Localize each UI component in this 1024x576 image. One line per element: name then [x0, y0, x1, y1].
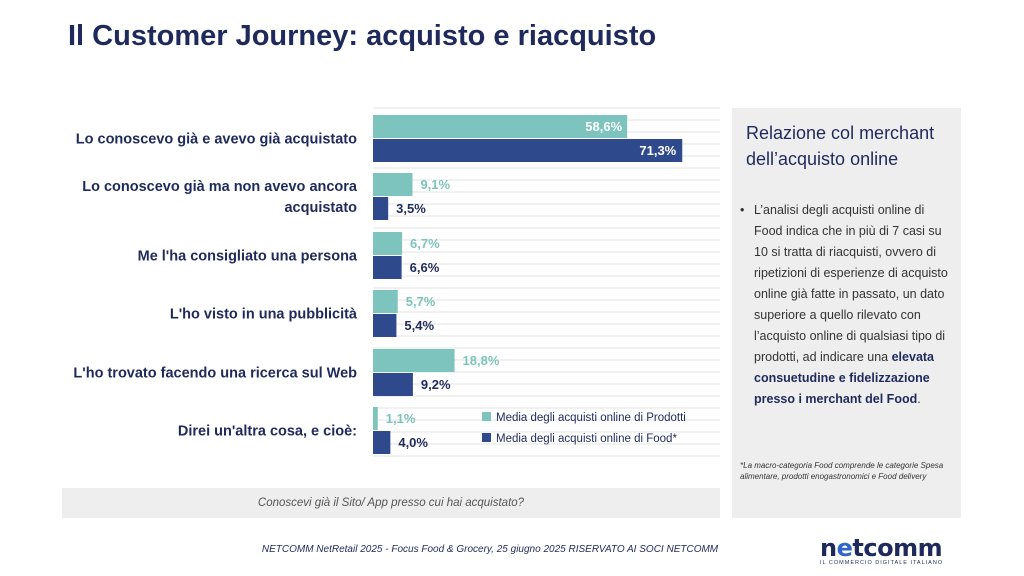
bar-prodotti: [373, 349, 455, 372]
side-panel-text-bold: elevata consuetudine e fidelizzazione pr…: [754, 350, 935, 406]
category-label-line: L'ho trovato facendo una ricerca sul Web: [73, 366, 357, 382]
category-label-line: Me l'ha consigliato una persona: [138, 249, 358, 265]
data-label: 6,6%: [410, 260, 440, 275]
data-label: 6,7%: [410, 236, 440, 251]
side-panel-text: • L’analisi degli acquisti online di Foo…: [740, 200, 954, 410]
category-label-line: Lo conoscevo già e avevo già acquistato: [76, 132, 357, 148]
footer-text: NETCOMM NetRetail 2025 - Focus Food & Gr…: [261, 544, 719, 555]
logo-word-rest: tcomm: [852, 534, 943, 562]
bar-prodotti: [373, 173, 413, 196]
bar-prodotti: [373, 232, 403, 255]
bar-food: [373, 373, 413, 396]
category-label: L'ho visto in una pubblicità: [170, 307, 358, 323]
data-label: 58,6%: [585, 119, 622, 134]
survey-question: Conoscevi già il Sito/ App presso cui ha…: [62, 488, 720, 518]
legend-label-prodotti: Media degli acquisti online di Prodotti: [496, 412, 686, 424]
page-title: Il Customer Journey: acquisto e riacquis…: [68, 20, 657, 52]
category-label: Direi un'altra cosa, e cioè:: [178, 424, 357, 440]
data-label: 5,4%: [404, 318, 434, 333]
bar-food: [373, 314, 397, 337]
data-label: 9,2%: [421, 377, 451, 392]
legend-swatch-prodotti: [482, 412, 491, 421]
bar-food: [373, 197, 389, 220]
bar-prodotti: [373, 115, 628, 138]
category-label: Me l'ha consigliato una persona: [138, 249, 358, 265]
data-label: 3,5%: [396, 201, 426, 216]
data-label: 71,3%: [639, 143, 676, 158]
bar-food: [373, 256, 402, 279]
side-panel-text-plain: L’analisi degli acquisti online di Food …: [754, 203, 948, 364]
category-label: Lo conoscevo già ma non avevo ancora acqu…: [82, 179, 358, 216]
netcomm-logo: netcomm IL COMMERCIO DIGITALE ITALIANO: [820, 534, 960, 566]
bullet-icon: •: [740, 203, 745, 217]
data-label: 1,1%: [386, 411, 416, 426]
data-label: 5,7%: [406, 294, 436, 309]
side-panel-text-end: .: [917, 392, 921, 406]
logo-word-n: n: [820, 534, 837, 562]
category-label-line: Lo conoscevo già ma non avevo ancora: [82, 179, 358, 195]
logo-wordmark: netcomm: [820, 534, 960, 562]
category-label: Lo conoscevo già e avevo già acquistato: [76, 132, 357, 148]
category-label-line: Direi un'altra cosa, e cioè:: [178, 424, 357, 440]
category-label-line: L'ho visto in una pubblicità: [170, 307, 358, 323]
bar-prodotti: [373, 407, 378, 430]
bar-food: [373, 431, 391, 454]
logo-tagline: IL COMMERCIO DIGITALE ITALIANO: [820, 560, 944, 566]
category-label: L'ho trovato facendo una ricerca sul Web: [73, 366, 357, 382]
side-panel-footnote: *La macro-categoria Food comprende le ca…: [740, 461, 944, 481]
side-panel-title: Relazione col merchant dell’acquisto onl…: [746, 123, 935, 169]
legend-swatch-food: [482, 433, 491, 442]
bar-food: [373, 139, 683, 162]
category-label-line: acquistato: [284, 200, 357, 216]
logo-word-e: e: [836, 534, 853, 562]
bar-prodotti: [373, 290, 398, 313]
side-panel: Relazione col merchant dell’acquisto onl…: [732, 108, 961, 518]
data-label: 18,8%: [463, 353, 500, 368]
data-label: 4,0%: [398, 435, 428, 450]
bar-chart: Lo conoscevo già e avevo già acquistato 5…: [73, 107, 720, 457]
data-label: 9,1%: [420, 177, 450, 192]
legend-label-food: Media degli acquisti online di Food*: [496, 433, 677, 445]
